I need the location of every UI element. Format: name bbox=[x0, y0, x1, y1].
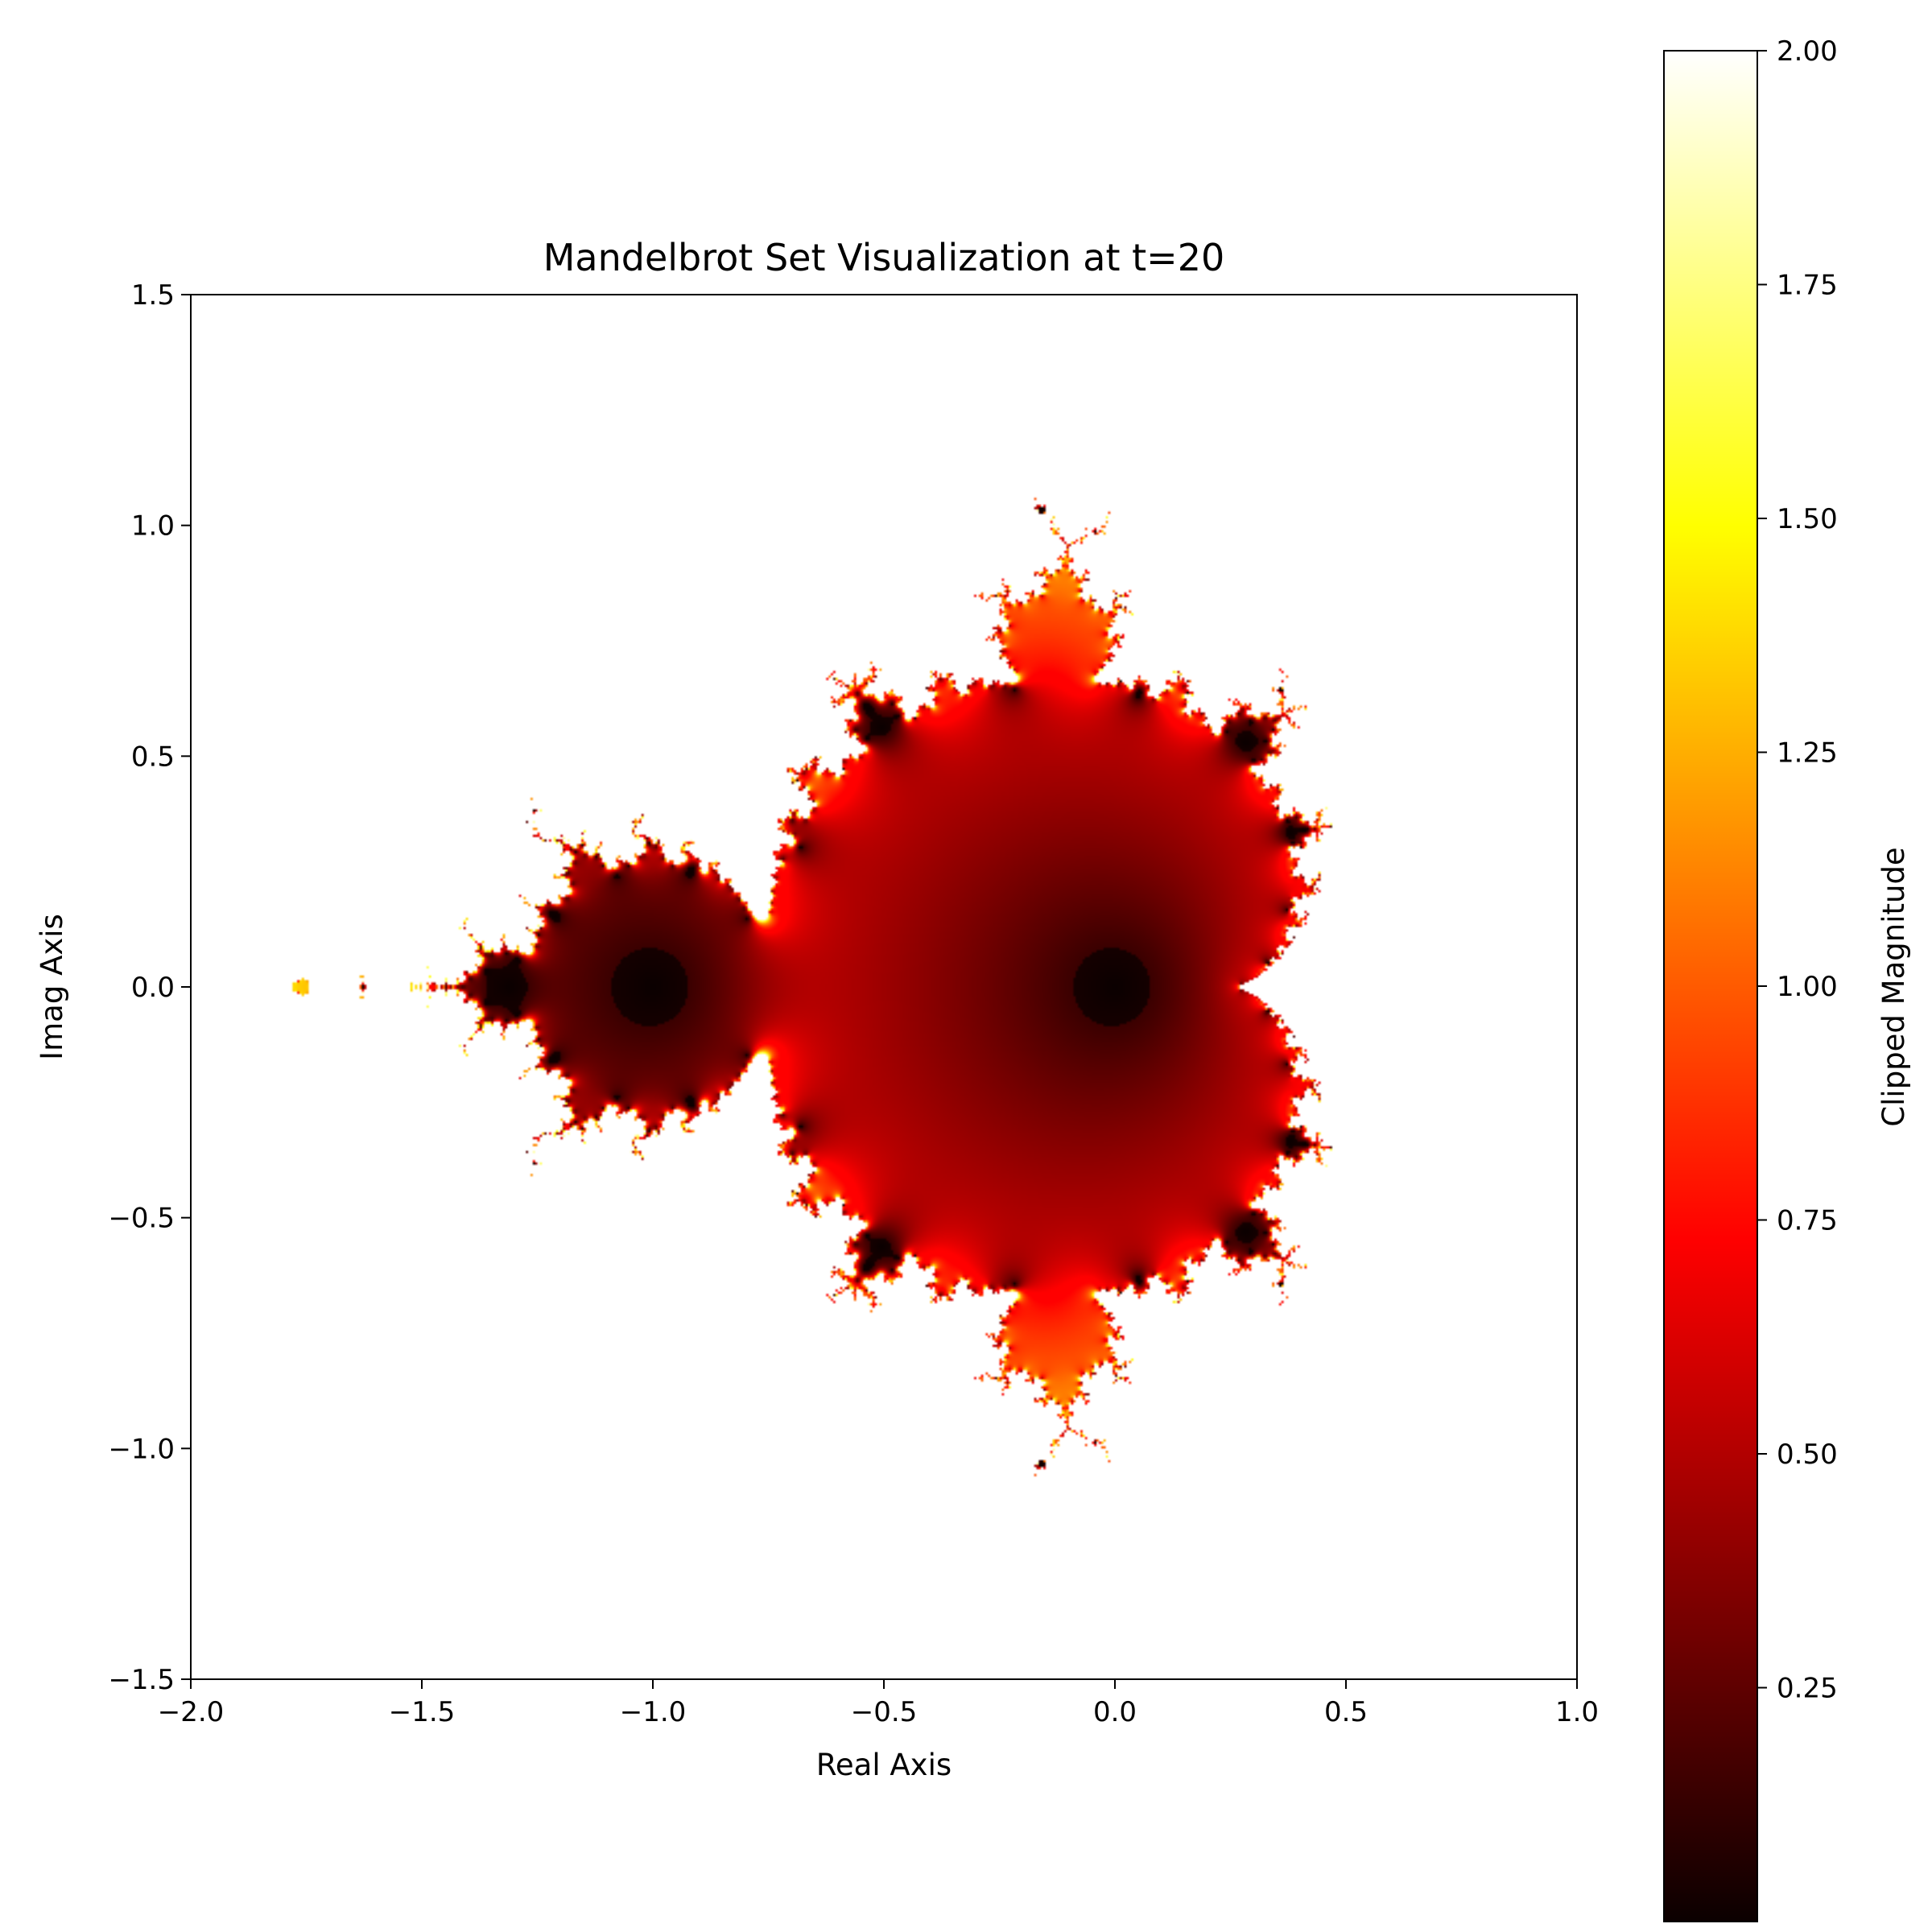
x-tick-label: −1.0 bbox=[620, 1696, 687, 1728]
colorbar-tick-label: 2.00 bbox=[1777, 35, 1838, 68]
y-tick-label: −1.5 bbox=[108, 1664, 175, 1696]
colorbar-tick-label: 0.75 bbox=[1777, 1205, 1838, 1237]
y-tick-label: 0.0 bbox=[131, 972, 175, 1004]
colorbar: 2.00 1.75 1.50 1.25 1.00 0.75 0.50 0.25 Clipped… bbox=[1663, 35, 1911, 1922]
x-tick-label: 1.0 bbox=[1555, 1696, 1599, 1728]
colorbar-ticks: 2.00 1.75 1.50 1.25 1.00 0.75 0.50 0.25 bbox=[1757, 35, 1838, 1705]
y-axis-label: Imag Axis bbox=[35, 914, 69, 1060]
colorbar-gradient bbox=[1663, 50, 1758, 1922]
x-axis: −2.0 −1.5 −1.0 −0.5 0.0 0.5 1.0 bbox=[158, 1679, 1599, 1728]
x-axis-label: Real Axis bbox=[816, 1748, 952, 1782]
plot-area bbox=[190, 294, 1578, 1680]
y-tick-label: −0.5 bbox=[108, 1203, 175, 1235]
colorbar-tick-label: 1.25 bbox=[1777, 737, 1838, 770]
colorbar-tick-label: 0.50 bbox=[1777, 1439, 1838, 1471]
colorbar-label: Clipped Magnitude bbox=[1876, 847, 1911, 1126]
y-axis: 1.5 1.0 0.5 0.0 −0.5 −1.0 −1.5 bbox=[108, 279, 191, 1696]
chart-title: Mandelbrot Set Visualization at t=20 bbox=[543, 236, 1225, 279]
y-tick-label: −1.0 bbox=[108, 1433, 175, 1465]
mandelbrot-heatmap bbox=[191, 295, 1577, 1679]
x-tick-label: −0.5 bbox=[851, 1696, 918, 1728]
y-tick-label: 1.5 bbox=[131, 279, 175, 312]
x-tick-label: 0.0 bbox=[1093, 1696, 1137, 1728]
x-tick-label: −2.0 bbox=[158, 1696, 225, 1728]
y-tick-label: 1.0 bbox=[131, 510, 175, 543]
colorbar-tick-label: 1.50 bbox=[1777, 503, 1838, 535]
colorbar-tick-label: 1.75 bbox=[1777, 270, 1838, 302]
x-tick-label: 0.5 bbox=[1324, 1696, 1368, 1728]
colorbar-tick-label: 0.25 bbox=[1777, 1673, 1838, 1705]
x-tick-label: −1.5 bbox=[389, 1696, 456, 1728]
y-tick-label: 0.5 bbox=[131, 741, 175, 773]
colorbar-tick-label: 1.00 bbox=[1777, 971, 1838, 1003]
